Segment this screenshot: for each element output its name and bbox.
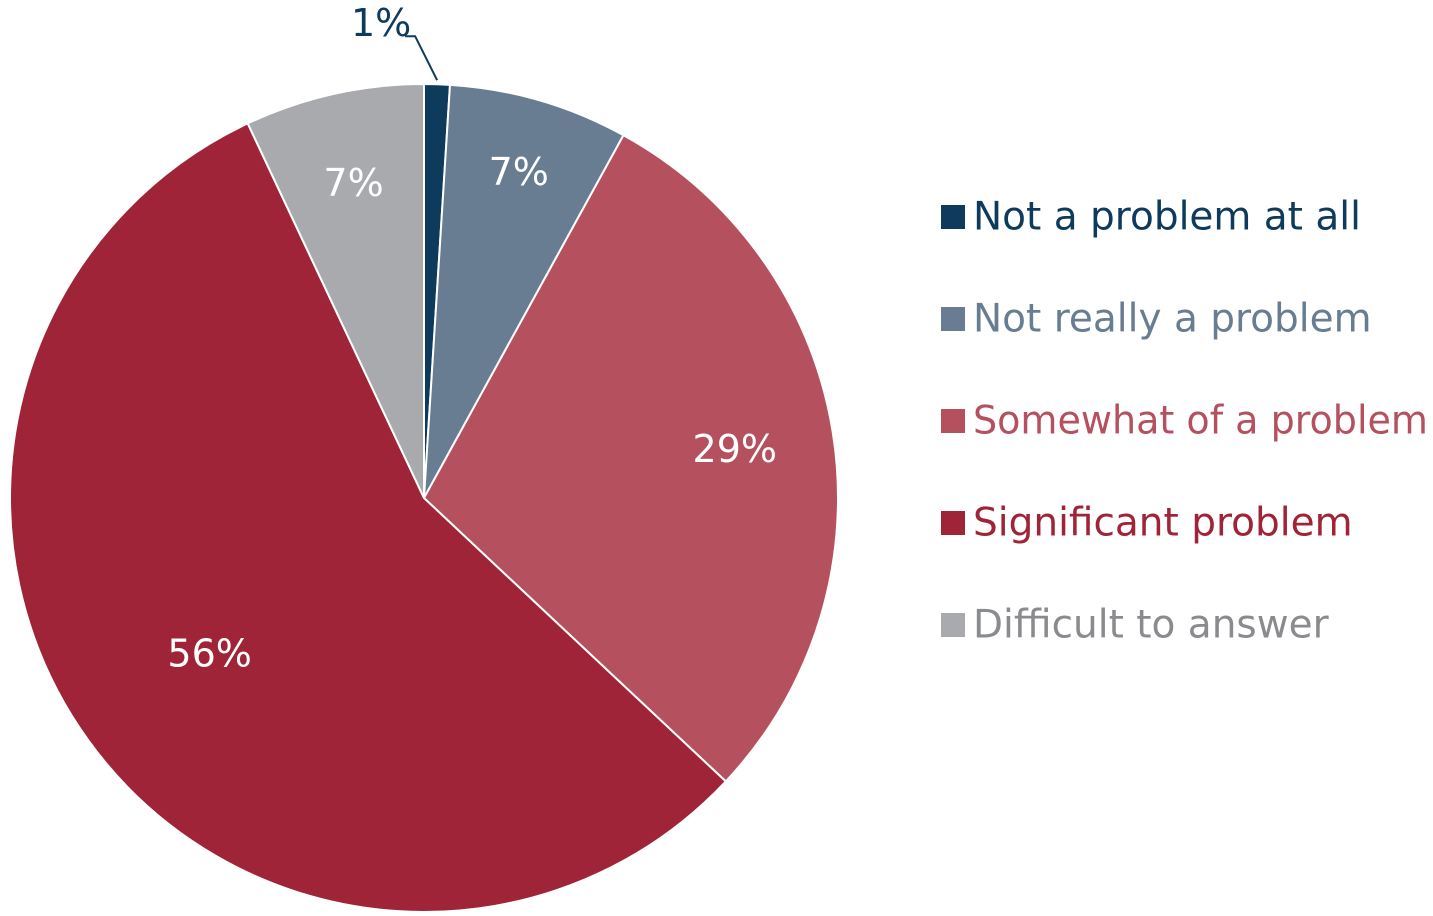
legend-item-difficult-to-answer: Difficult to answer [941, 603, 1330, 648]
callout-line-not-a-problem-at-all [405, 35, 439, 81]
legend-swatch-difficult-to-answer [941, 613, 965, 637]
pie-slices [9, 82, 839, 913]
data-label-somewhat-of-a-problem: 29% [693, 427, 777, 471]
data-label-significant-problem: 56% [167, 632, 251, 676]
data-label-difficult-to-answer: 7% [323, 161, 383, 205]
legend: Not a problem at all Not really a problem… [941, 195, 1428, 648]
pie-slice-not-really-a-problem [423, 83, 625, 499]
legend-label-not-really-a-problem: Not really a problem [973, 297, 1372, 342]
legend-swatch-not-really-a-problem [941, 307, 965, 331]
legend-label-significant-problem: Significant problem [973, 501, 1353, 546]
pie-slice-significant-problem [9, 122, 728, 913]
legend-item-not-really-a-problem: Not really a problem [941, 297, 1372, 342]
legend-item-significant-problem: Significant problem [941, 501, 1353, 546]
legend-item-somewhat-of-a-problem: Somewhat of a problem [941, 399, 1428, 444]
data-label-not-a-problem-at-all: 1% [351, 1, 411, 45]
legend-label-difficult-to-answer: Difficult to answer [973, 603, 1330, 648]
data-labels: 1% 7% 29% 56% 7% [167, 1, 777, 676]
pie-slice-difficult-to-answer [246, 82, 425, 499]
legend-swatch-significant-problem [941, 511, 965, 535]
legend-label-somewhat-of-a-problem: Somewhat of a problem [973, 399, 1428, 444]
legend-swatch-somewhat-of-a-problem [941, 409, 965, 433]
legend-swatch-not-a-problem-at-all [941, 205, 965, 229]
legend-label-not-a-problem-at-all: Not a problem at all [973, 195, 1361, 240]
data-label-not-really-a-problem: 7% [489, 150, 549, 194]
pie-slice-somewhat-of-a-problem [422, 133, 839, 783]
legend-item-not-a-problem-at-all: Not a problem at all [941, 195, 1361, 240]
